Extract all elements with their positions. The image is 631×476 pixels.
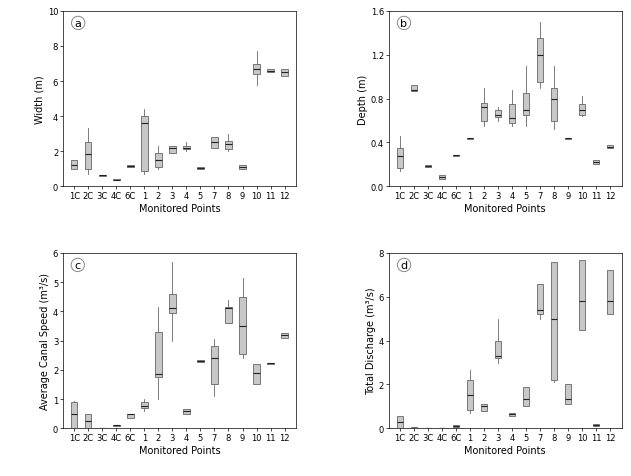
Bar: [607, 145, 613, 149]
X-axis label: Monitored Points: Monitored Points: [464, 445, 546, 455]
Bar: [239, 297, 245, 354]
Text: d: d: [401, 260, 408, 270]
Bar: [579, 105, 586, 116]
Bar: [254, 364, 260, 385]
Bar: [141, 117, 148, 171]
Y-axis label: Average Canal Speed (m³/s): Average Canal Speed (m³/s): [40, 273, 50, 409]
Bar: [551, 89, 557, 121]
Bar: [281, 69, 288, 77]
Bar: [281, 334, 288, 338]
Bar: [155, 154, 162, 168]
Y-axis label: Width (m): Width (m): [35, 75, 45, 124]
Bar: [607, 271, 613, 315]
Bar: [565, 385, 572, 404]
Bar: [211, 138, 218, 149]
Bar: [198, 168, 204, 169]
Bar: [537, 284, 543, 315]
Bar: [85, 414, 91, 428]
Bar: [523, 387, 529, 407]
Bar: [169, 147, 175, 154]
Bar: [439, 176, 445, 179]
Text: b: b: [401, 19, 408, 29]
Bar: [397, 149, 403, 169]
Bar: [467, 139, 473, 140]
Bar: [113, 425, 119, 426]
Bar: [411, 427, 417, 428]
Bar: [127, 166, 134, 168]
Bar: [453, 426, 459, 427]
Bar: [183, 147, 189, 150]
Bar: [71, 161, 78, 169]
X-axis label: Monitored Points: Monitored Points: [464, 204, 546, 213]
Bar: [593, 161, 599, 165]
Bar: [481, 104, 487, 121]
Bar: [225, 141, 232, 150]
Bar: [397, 416, 403, 428]
Bar: [71, 402, 78, 428]
Bar: [99, 176, 105, 177]
Bar: [537, 39, 543, 83]
Bar: [495, 110, 502, 118]
Text: a: a: [74, 19, 81, 29]
Bar: [467, 380, 473, 410]
Bar: [481, 404, 487, 411]
Bar: [425, 166, 431, 167]
Bar: [254, 64, 260, 75]
Bar: [85, 143, 91, 169]
Bar: [551, 262, 557, 380]
X-axis label: Monitored Points: Monitored Points: [139, 445, 220, 455]
Bar: [211, 347, 218, 385]
Bar: [239, 166, 245, 169]
Bar: [127, 414, 134, 418]
Bar: [593, 425, 599, 426]
Y-axis label: Total Discharge (m³/s): Total Discharge (m³/s): [366, 287, 376, 395]
Bar: [141, 402, 148, 408]
Bar: [509, 105, 516, 123]
Bar: [453, 155, 459, 156]
Bar: [169, 294, 175, 313]
Bar: [495, 341, 502, 358]
Bar: [268, 363, 274, 364]
Bar: [225, 307, 232, 323]
Bar: [411, 86, 417, 92]
Y-axis label: Depth (m): Depth (m): [358, 74, 368, 124]
Bar: [113, 180, 119, 181]
Bar: [268, 69, 274, 73]
Bar: [579, 260, 586, 330]
Bar: [509, 413, 516, 416]
Bar: [198, 360, 204, 362]
Bar: [523, 94, 529, 116]
Text: c: c: [74, 260, 81, 270]
X-axis label: Monitored Points: Monitored Points: [139, 204, 220, 213]
Bar: [155, 332, 162, 377]
Bar: [565, 139, 572, 140]
Bar: [183, 409, 189, 414]
